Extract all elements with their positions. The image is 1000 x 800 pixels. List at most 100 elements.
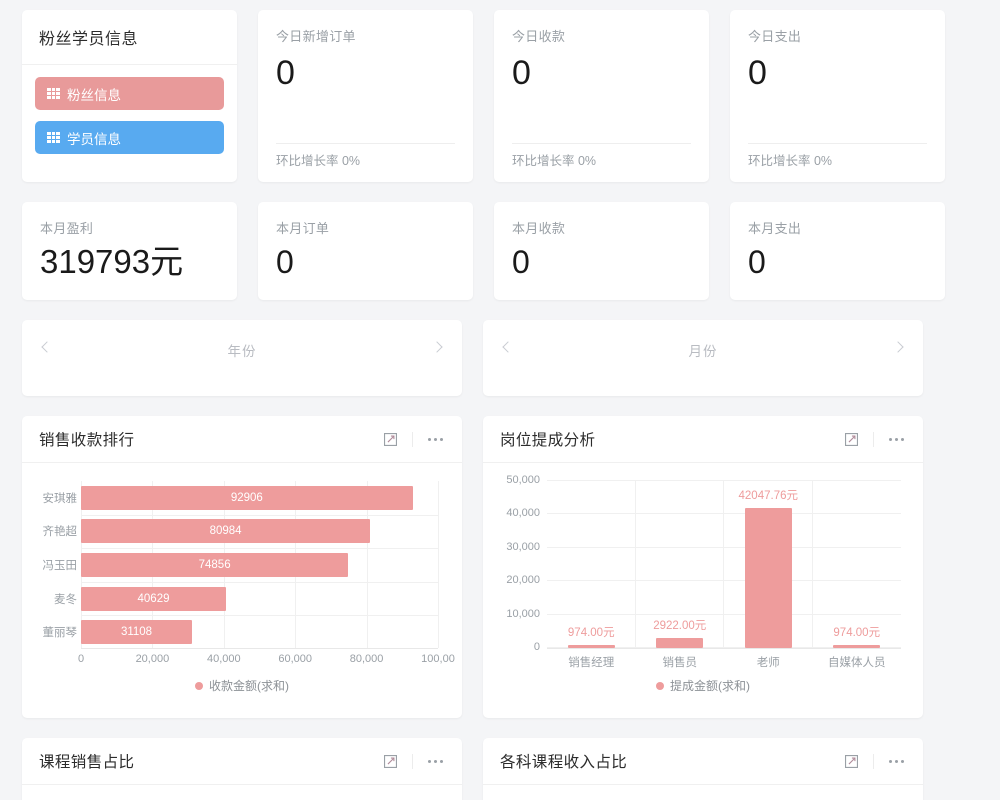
legend-color-swatch bbox=[656, 681, 664, 690]
y-axis-tick-label: 40,000 bbox=[506, 507, 540, 520]
x-axis-category-label: 老师 bbox=[756, 657, 780, 669]
student-info-button-label: 学员信息 bbox=[67, 131, 121, 147]
grid-line bbox=[634, 481, 636, 648]
x-axis-tick-label: 20,000 bbox=[135, 653, 170, 665]
y-axis-tick-label: 0 bbox=[533, 641, 540, 653]
divider bbox=[873, 753, 874, 769]
hbar-legend: 收款金额(求和) bbox=[34, 677, 450, 694]
bar-category-label: 董丽琴 bbox=[42, 627, 78, 640]
bar[interactable]: 74856 bbox=[81, 552, 349, 577]
bar[interactable]: 40629 bbox=[81, 586, 227, 611]
vbar-plot-area: 0 10,000 20,000 30,000 40,000 50,000 974.00元 29… bbox=[506, 474, 902, 653]
bar[interactable]: 80984 bbox=[81, 519, 371, 544]
stat-value: 0 bbox=[748, 54, 767, 92]
bar-row: 冯玉田 74856 bbox=[43, 548, 438, 582]
subject-income-ratio-header: 各科课程收入占比 bbox=[483, 738, 923, 785]
grid-line bbox=[81, 615, 438, 617]
stat-growth-rate: 环比增长率 0% bbox=[276, 154, 361, 168]
external-link-icon[interactable] bbox=[843, 431, 860, 448]
divider bbox=[873, 431, 874, 447]
chevron-right-icon[interactable] bbox=[891, 341, 905, 355]
charts-row: 销售收款排行 安琪雅 92906 齐艳超 80984 冯玉田 74856 麦冬 40629 董丽… bbox=[22, 416, 978, 718]
chevron-right-icon[interactable] bbox=[430, 341, 444, 355]
x-axis-category-label: 自媒体人员 bbox=[828, 657, 886, 669]
grid-icon bbox=[47, 132, 60, 143]
stat-label: 今日新增订单 bbox=[276, 29, 356, 44]
fans-card-title: 粉丝学员信息 bbox=[39, 31, 139, 48]
stat-value: 0 bbox=[276, 244, 294, 280]
student-info-button[interactable]: 学员信息 bbox=[35, 121, 224, 154]
subject-income-ratio-card: 各科课程收入占比 bbox=[483, 738, 923, 800]
more-options-icon[interactable] bbox=[887, 756, 906, 767]
legend-label: 收款金额(求和) bbox=[209, 679, 289, 693]
subject-income-ratio-title: 各科课程收入占比 bbox=[500, 754, 628, 771]
course-sales-ratio-title: 课程销售占比 bbox=[39, 754, 135, 771]
grid-line bbox=[81, 548, 438, 550]
top-row: 粉丝学员信息 粉丝信息 学员信息 今日新增订单 0 环比增长率 0% 今日收款 … bbox=[22, 10, 978, 182]
grid-line bbox=[81, 581, 438, 583]
sales-ranking-card: 销售收款排行 安琪雅 92906 齐艳超 80984 冯玉田 74856 麦冬 40629 董丽… bbox=[22, 416, 462, 718]
bar-category-label: 冯玉田 bbox=[42, 559, 78, 572]
chevron-left-icon[interactable] bbox=[501, 341, 515, 355]
grid-line bbox=[366, 481, 368, 648]
column-slot: 974.00元 bbox=[813, 481, 902, 648]
bar[interactable]: 974.00元 bbox=[833, 627, 881, 648]
fans-info-button-label: 粉丝信息 bbox=[67, 87, 121, 103]
x-axis-tick-label: 40,000 bbox=[206, 653, 241, 665]
sales-ranking-chart: 安琪雅 92906 齐艳超 80984 冯玉田 74856 麦冬 40629 董丽琴 31108 … bbox=[22, 463, 462, 718]
external-link-icon[interactable] bbox=[382, 431, 399, 448]
more-options-icon[interactable] bbox=[887, 434, 906, 445]
x-axis-category-label: 销售员 bbox=[662, 657, 698, 669]
bar-value-label: 974.00元 bbox=[833, 626, 881, 639]
x-axis-tick-label: 100,00 bbox=[421, 653, 455, 665]
more-options-icon[interactable] bbox=[426, 434, 445, 445]
stat-card-today-income: 今日收款 0 环比增长率 0% bbox=[494, 10, 709, 182]
external-link-icon[interactable] bbox=[382, 753, 399, 770]
stat-label: 本月支出 bbox=[748, 221, 802, 236]
stat-growth-rate: 环比增长率 0% bbox=[748, 154, 833, 168]
bar[interactable]: 92906 bbox=[81, 485, 413, 510]
bar-row: 麦冬 40629 bbox=[54, 582, 438, 616]
sales-ranking-title: 销售收款排行 bbox=[39, 432, 135, 449]
position-commission-header: 岗位提成分析 bbox=[483, 416, 923, 463]
grid-line: 0 bbox=[534, 641, 901, 653]
month-stats-row: 本月盈利 319793元 本月订单 0 本月收款 0 本月支出 0 bbox=[22, 202, 978, 300]
sales-ranking-header: 销售收款排行 bbox=[22, 416, 462, 463]
stat-value: 0 bbox=[512, 54, 531, 92]
bar-row: 安琪雅 92906 bbox=[43, 481, 438, 515]
chevron-left-icon[interactable] bbox=[40, 341, 54, 355]
bar[interactable]: 974.00元 bbox=[567, 627, 615, 648]
column-slot: 2922.00元 bbox=[636, 481, 724, 648]
bottom-row: 课程销售占比 各科课程收入占比 bbox=[22, 738, 978, 800]
column-slot: 974.00元 bbox=[547, 481, 636, 648]
year-selector-label: 年份 bbox=[227, 344, 257, 359]
bar[interactable]: 42047.76元 bbox=[739, 490, 798, 648]
divider bbox=[412, 431, 413, 447]
x-axis-tick-label: 0 bbox=[77, 653, 85, 665]
stat-value: 319793元 bbox=[40, 243, 184, 280]
grid-line: 10,000 bbox=[506, 608, 901, 620]
grid-line: 50,000 bbox=[506, 474, 901, 486]
bar-row: 董丽琴 31108 bbox=[43, 615, 438, 649]
stat-label: 本月收款 bbox=[512, 221, 566, 236]
grid-icon bbox=[47, 88, 60, 99]
bar[interactable]: 2922.00元 bbox=[653, 620, 706, 648]
grid-line bbox=[438, 481, 439, 648]
course-sales-ratio-header: 课程销售占比 bbox=[22, 738, 462, 785]
more-options-icon[interactable] bbox=[426, 756, 445, 767]
bar[interactable]: 31108 bbox=[81, 620, 193, 645]
stat-value: 0 bbox=[512, 244, 530, 280]
fans-info-button[interactable]: 粉丝信息 bbox=[35, 77, 224, 110]
x-axis-tick-label: 80,000 bbox=[349, 653, 384, 665]
external-link-icon[interactable] bbox=[843, 753, 860, 770]
stat-card-today-expense: 今日支出 0 环比增长率 0% bbox=[730, 10, 945, 182]
hbar-x-axis: 0 20,000 40,000 60,000 80,000 100,00 bbox=[77, 649, 455, 669]
legend-label: 提成金额(求和) bbox=[670, 679, 750, 693]
stat-card-month-orders: 本月订单 0 bbox=[258, 202, 473, 300]
bar-row: 齐艳超 80984 bbox=[43, 515, 438, 549]
grid-line bbox=[811, 481, 813, 648]
stat-card-month-income: 本月收款 0 bbox=[494, 202, 709, 300]
month-selector: 月份 bbox=[483, 320, 923, 396]
grid-line bbox=[723, 481, 724, 648]
divider bbox=[276, 143, 455, 144]
